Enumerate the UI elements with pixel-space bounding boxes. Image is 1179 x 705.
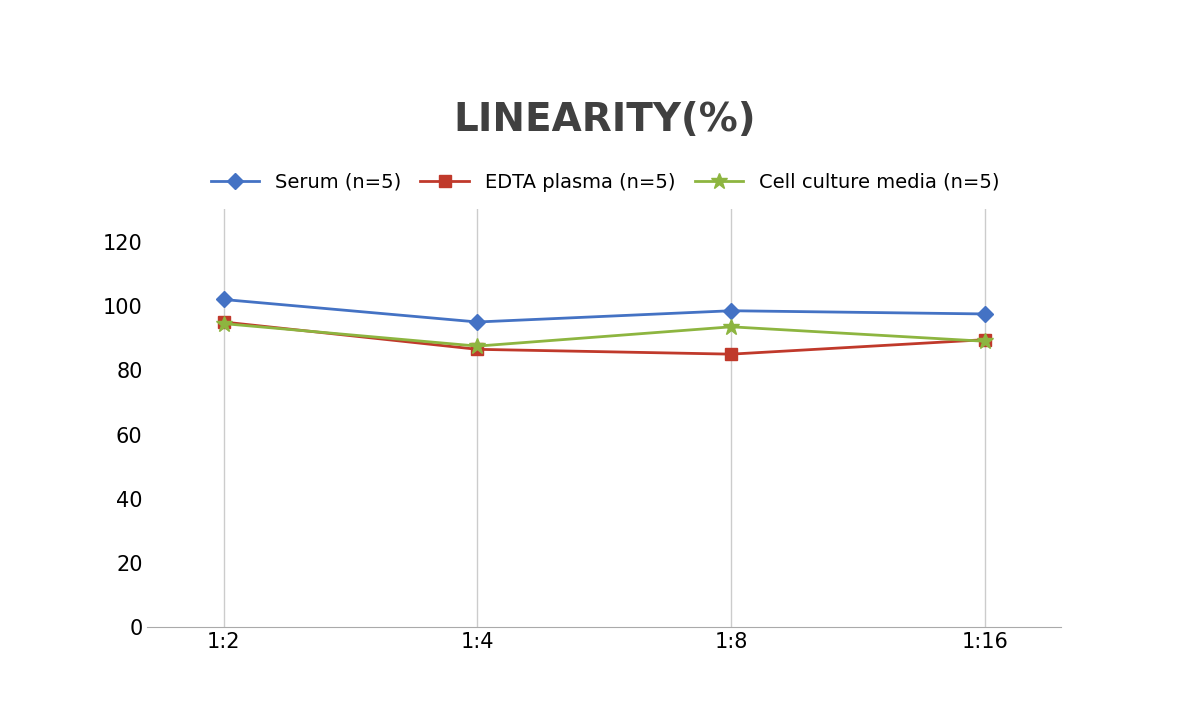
EDTA plasma (n=5) bbox=[470, 345, 485, 353]
Cell culture media (n=5) bbox=[470, 342, 485, 350]
EDTA plasma (n=5) bbox=[724, 350, 738, 358]
Line: Serum (n=5): Serum (n=5) bbox=[218, 294, 990, 328]
Cell culture media (n=5) bbox=[724, 323, 738, 331]
Line: EDTA plasma (n=5): EDTA plasma (n=5) bbox=[218, 317, 990, 360]
Line: Cell culture media (n=5): Cell culture media (n=5) bbox=[216, 315, 993, 355]
Serum (n=5) bbox=[977, 309, 992, 318]
EDTA plasma (n=5) bbox=[977, 336, 992, 344]
Text: LINEARITY(%): LINEARITY(%) bbox=[453, 101, 756, 139]
Cell culture media (n=5) bbox=[217, 319, 231, 328]
EDTA plasma (n=5) bbox=[217, 318, 231, 326]
Serum (n=5) bbox=[470, 318, 485, 326]
Serum (n=5) bbox=[724, 307, 738, 315]
Legend: Serum (n=5), EDTA plasma (n=5), Cell culture media (n=5): Serum (n=5), EDTA plasma (n=5), Cell cul… bbox=[203, 165, 1007, 200]
Cell culture media (n=5) bbox=[977, 337, 992, 345]
Serum (n=5) bbox=[217, 295, 231, 304]
